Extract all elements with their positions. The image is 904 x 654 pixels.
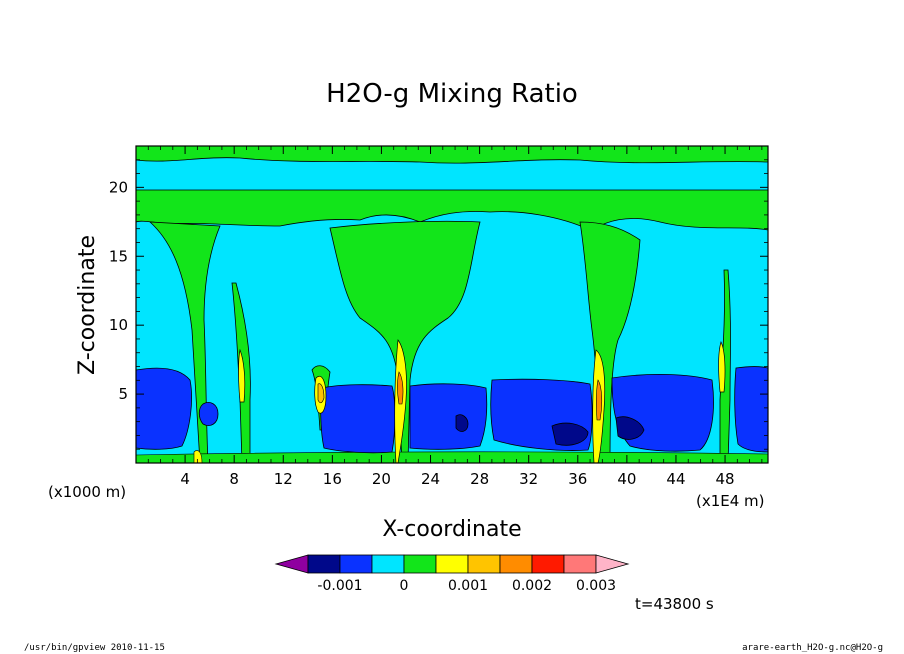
colorbar-cell <box>403 554 437 574</box>
colorbar-cell <box>499 554 533 574</box>
upper-green-layer <box>136 146 768 164</box>
blue-band-left <box>136 367 192 450</box>
colorbar-cell <box>371 554 405 574</box>
blue-band-center <box>409 383 488 450</box>
colorbar: -0.001 0 0.001 0.002 0.003 <box>274 554 630 594</box>
yellow-core-47 <box>718 341 726 393</box>
colorbar-cell <box>307 554 341 574</box>
yellow-bottom-5 <box>193 450 203 463</box>
x-axis-ticks: 4 8 12 16 20 24 28 32 36 40 44 48 <box>147 146 763 488</box>
x-tick-label: 8 <box>229 470 239 488</box>
colorbar-cell <box>595 554 630 574</box>
darkblue-core-39 <box>615 416 645 440</box>
y-axis-ticks: 5 10 15 20 <box>109 159 768 450</box>
yellow-core-8 <box>238 348 246 403</box>
x-tick-label: 40 <box>617 470 636 488</box>
x-tick-label: 16 <box>323 470 342 488</box>
x-tick-label: 28 <box>470 470 489 488</box>
darkblue-core-36 <box>551 422 589 446</box>
footer-right: arare-earth_H2O-g.nc@H2O-g <box>742 643 883 653</box>
colorbar-cell <box>531 554 565 574</box>
green-plume-21 <box>329 220 481 463</box>
x-tick-label: 4 <box>180 470 190 488</box>
orange-core-15 <box>317 383 325 404</box>
plot-frame <box>135 145 769 464</box>
x-tick-label: 36 <box>568 470 587 488</box>
y-tick-label: 20 <box>109 178 128 196</box>
x-tick-label: 48 <box>716 470 735 488</box>
colorbar-label: 0 <box>400 578 409 594</box>
x-unit-left: (x1000 m) <box>48 483 126 501</box>
colorbar-cell <box>274 554 309 574</box>
y-tick-label: 15 <box>109 247 128 265</box>
colorbar-label: 0.002 <box>512 578 552 594</box>
x-tick-label: 32 <box>519 470 538 488</box>
blue-band-center-left <box>320 384 396 454</box>
green-bottom-strip <box>136 451 768 463</box>
orange-core-37 <box>596 379 603 421</box>
time-label: t=43800 s <box>635 595 714 613</box>
green-band-19 <box>136 189 768 231</box>
contour-field <box>136 146 768 463</box>
darkblue-core-27 <box>455 414 469 432</box>
x-unit-right: (x1E4 m) <box>696 492 765 510</box>
colorbar-cell <box>435 554 469 574</box>
x-tick-label: 12 <box>274 470 293 488</box>
blue-band-far-right <box>734 366 768 453</box>
chart-title: H2O-g Mixing Ratio <box>326 79 578 109</box>
footer-left: /usr/bin/gpview 2010-11-15 <box>24 643 165 653</box>
orange-core-21 <box>397 371 404 405</box>
colorbar-cell <box>467 554 501 574</box>
y-tick-label: 10 <box>109 316 128 334</box>
x-tick-label: 44 <box>666 470 685 488</box>
green-plume-5 <box>148 221 221 463</box>
colorbar-label: 0.003 <box>576 578 616 594</box>
colorbar-label: 0.001 <box>448 578 488 594</box>
colorbar-cell <box>339 554 373 574</box>
x-tick-label: 24 <box>421 470 440 488</box>
green-plume-37 <box>579 221 641 463</box>
colorbar-cell <box>563 554 597 574</box>
colorbar-label: -0.001 <box>317 578 362 594</box>
y-tick-label: 5 <box>118 385 128 403</box>
blue-spot-4 <box>198 402 219 426</box>
x-axis-label: X-coordinate <box>382 517 521 542</box>
x-tick-label: 20 <box>372 470 391 488</box>
y-axis-label: Z-coordinate <box>75 235 100 375</box>
